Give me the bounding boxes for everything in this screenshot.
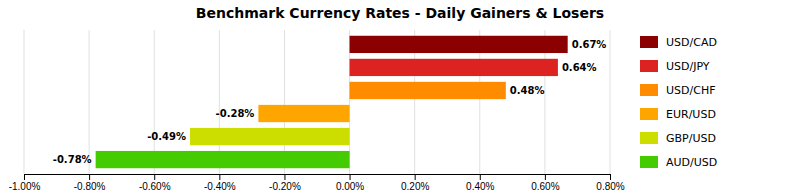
grid-line xyxy=(610,30,611,174)
tick-label: -0.60% xyxy=(139,181,171,192)
data-label: -0.78% xyxy=(53,154,92,165)
legend-item: USD/CAD xyxy=(640,36,717,49)
data-label: -0.49% xyxy=(147,131,186,142)
tick: -0.80% xyxy=(74,174,106,192)
data-labels: 0.67% 0.64% 0.48% -0.28% -0.49% -0.78% xyxy=(53,39,607,165)
data-label: -0.28% xyxy=(216,108,255,119)
bar xyxy=(190,128,350,145)
tick-label: -0.40% xyxy=(204,181,236,192)
bar xyxy=(350,59,558,76)
tick-mark xyxy=(610,174,611,180)
tick: 0.00% xyxy=(336,174,364,192)
legend-item: AUD/USD xyxy=(640,156,717,169)
legend-label: USD/CHF xyxy=(666,84,716,97)
tick-label: 0.20% xyxy=(401,181,429,192)
bar xyxy=(350,36,568,53)
tick-label: 0.80% xyxy=(596,181,624,192)
legend-swatch xyxy=(640,60,658,72)
grid xyxy=(24,30,610,174)
data-label: 0.64% xyxy=(562,62,597,73)
grid-line xyxy=(89,30,90,174)
tick: 0.80% xyxy=(596,174,624,192)
legend-swatch xyxy=(640,36,658,48)
data-label: 0.48% xyxy=(510,85,545,96)
legend-item: EUR/USD xyxy=(640,108,716,121)
legend-item: USD/JPY xyxy=(640,60,710,73)
legend-swatch xyxy=(640,156,658,168)
tick-mark xyxy=(219,174,220,180)
tick-label: -0.80% xyxy=(74,181,106,192)
tick: -0.60% xyxy=(139,174,171,192)
tick: 0.40% xyxy=(466,174,494,192)
legend-label: AUD/USD xyxy=(666,156,717,169)
tick-label: -0.20% xyxy=(269,181,301,192)
legend-label: GBP/USD xyxy=(666,132,716,145)
bars xyxy=(96,36,568,168)
legend-swatch xyxy=(640,132,658,144)
tick-mark xyxy=(350,174,351,180)
tick-label: 0.00% xyxy=(336,181,364,192)
grid-line xyxy=(24,30,25,174)
tick-mark xyxy=(154,174,155,180)
tick-mark xyxy=(415,174,416,180)
legend-label: USD/CAD xyxy=(666,36,717,49)
bar xyxy=(258,105,349,122)
legend-swatch xyxy=(640,108,658,120)
chart: Benchmark Currency Rates - Daily Gainers… xyxy=(0,0,800,196)
tick-label: -1.00% xyxy=(9,181,41,192)
tick-label: 0.40% xyxy=(466,181,494,192)
legend: USD/CAD USD/JPY USD/CHF EUR/USD GBP/USD AUD/U… xyxy=(640,36,717,169)
data-label: 0.67% xyxy=(572,39,607,50)
tick: 0.60% xyxy=(531,174,559,192)
tick: -0.20% xyxy=(269,174,301,192)
tick: -0.40% xyxy=(204,174,236,192)
legend-swatch xyxy=(640,84,658,96)
tick-mark xyxy=(480,174,481,180)
tick-mark xyxy=(89,174,90,180)
bar xyxy=(96,151,350,168)
bar xyxy=(350,82,506,99)
plot: -1.00% -0.80% -0.60% -0.40% -0.20% 0.00% 0.20%… xyxy=(9,30,625,192)
tick-mark xyxy=(24,174,25,180)
axis-domain xyxy=(25,175,611,181)
legend-item: USD/CHF xyxy=(640,84,716,97)
tick-mark xyxy=(545,174,546,180)
tick-mark xyxy=(284,174,285,180)
legend-item: GBP/USD xyxy=(640,132,716,145)
tick-label: 0.60% xyxy=(531,181,559,192)
tick: 0.20% xyxy=(401,174,429,192)
title: Benchmark Currency Rates - Daily Gainers… xyxy=(196,5,604,21)
legend-label: USD/JPY xyxy=(666,60,710,73)
tick: -1.00% xyxy=(9,174,41,192)
legend-label: EUR/USD xyxy=(666,108,716,121)
x-axis: -1.00% -0.80% -0.60% -0.40% -0.20% 0.00% 0.20%… xyxy=(9,174,625,192)
